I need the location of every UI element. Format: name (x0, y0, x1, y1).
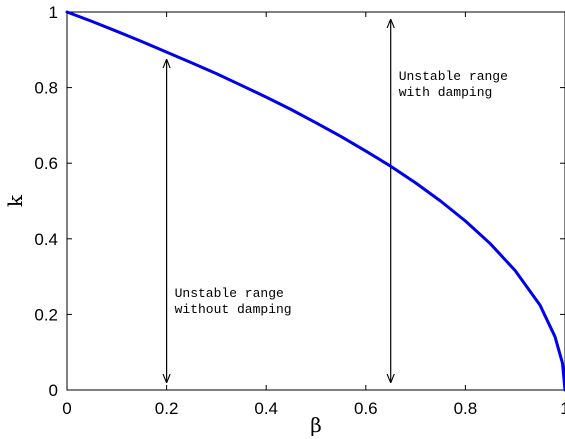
y-tick-label: 0.2 (34, 305, 58, 324)
x-axis-label: β (310, 413, 322, 437)
annotation-text: Unstable range (399, 69, 508, 84)
y-axis-label: k (3, 194, 27, 207)
annotation-text: with damping (399, 85, 493, 100)
data-series (65, 10, 565, 392)
x-tick-label: 0.8 (454, 399, 478, 418)
plot-frame (66, 11, 565, 391)
y-tick-label: 1 (49, 3, 58, 22)
annotation-text: Unstable range (175, 286, 284, 301)
x-tick-label: 0 (62, 399, 71, 418)
x-tick-label: 0.4 (254, 399, 278, 418)
y-tick-label: 0.4 (34, 230, 58, 249)
annotation-text: without damping (175, 302, 292, 317)
axis-tick-labels: 0 0.2 0.4 0.6 0.8 1 0 0.2 0.4 0.6 0.8 1 (34, 3, 565, 418)
series-line (65, 10, 565, 392)
x-tick-label: 0.6 (354, 399, 378, 418)
y-tick-label: 0.8 (34, 79, 58, 98)
y-tick-label: 0 (49, 381, 58, 400)
x-tick-label: 0.2 (155, 399, 179, 418)
y-tick-label: 0.6 (34, 154, 58, 173)
x-tick-label: 1 (560, 399, 565, 418)
